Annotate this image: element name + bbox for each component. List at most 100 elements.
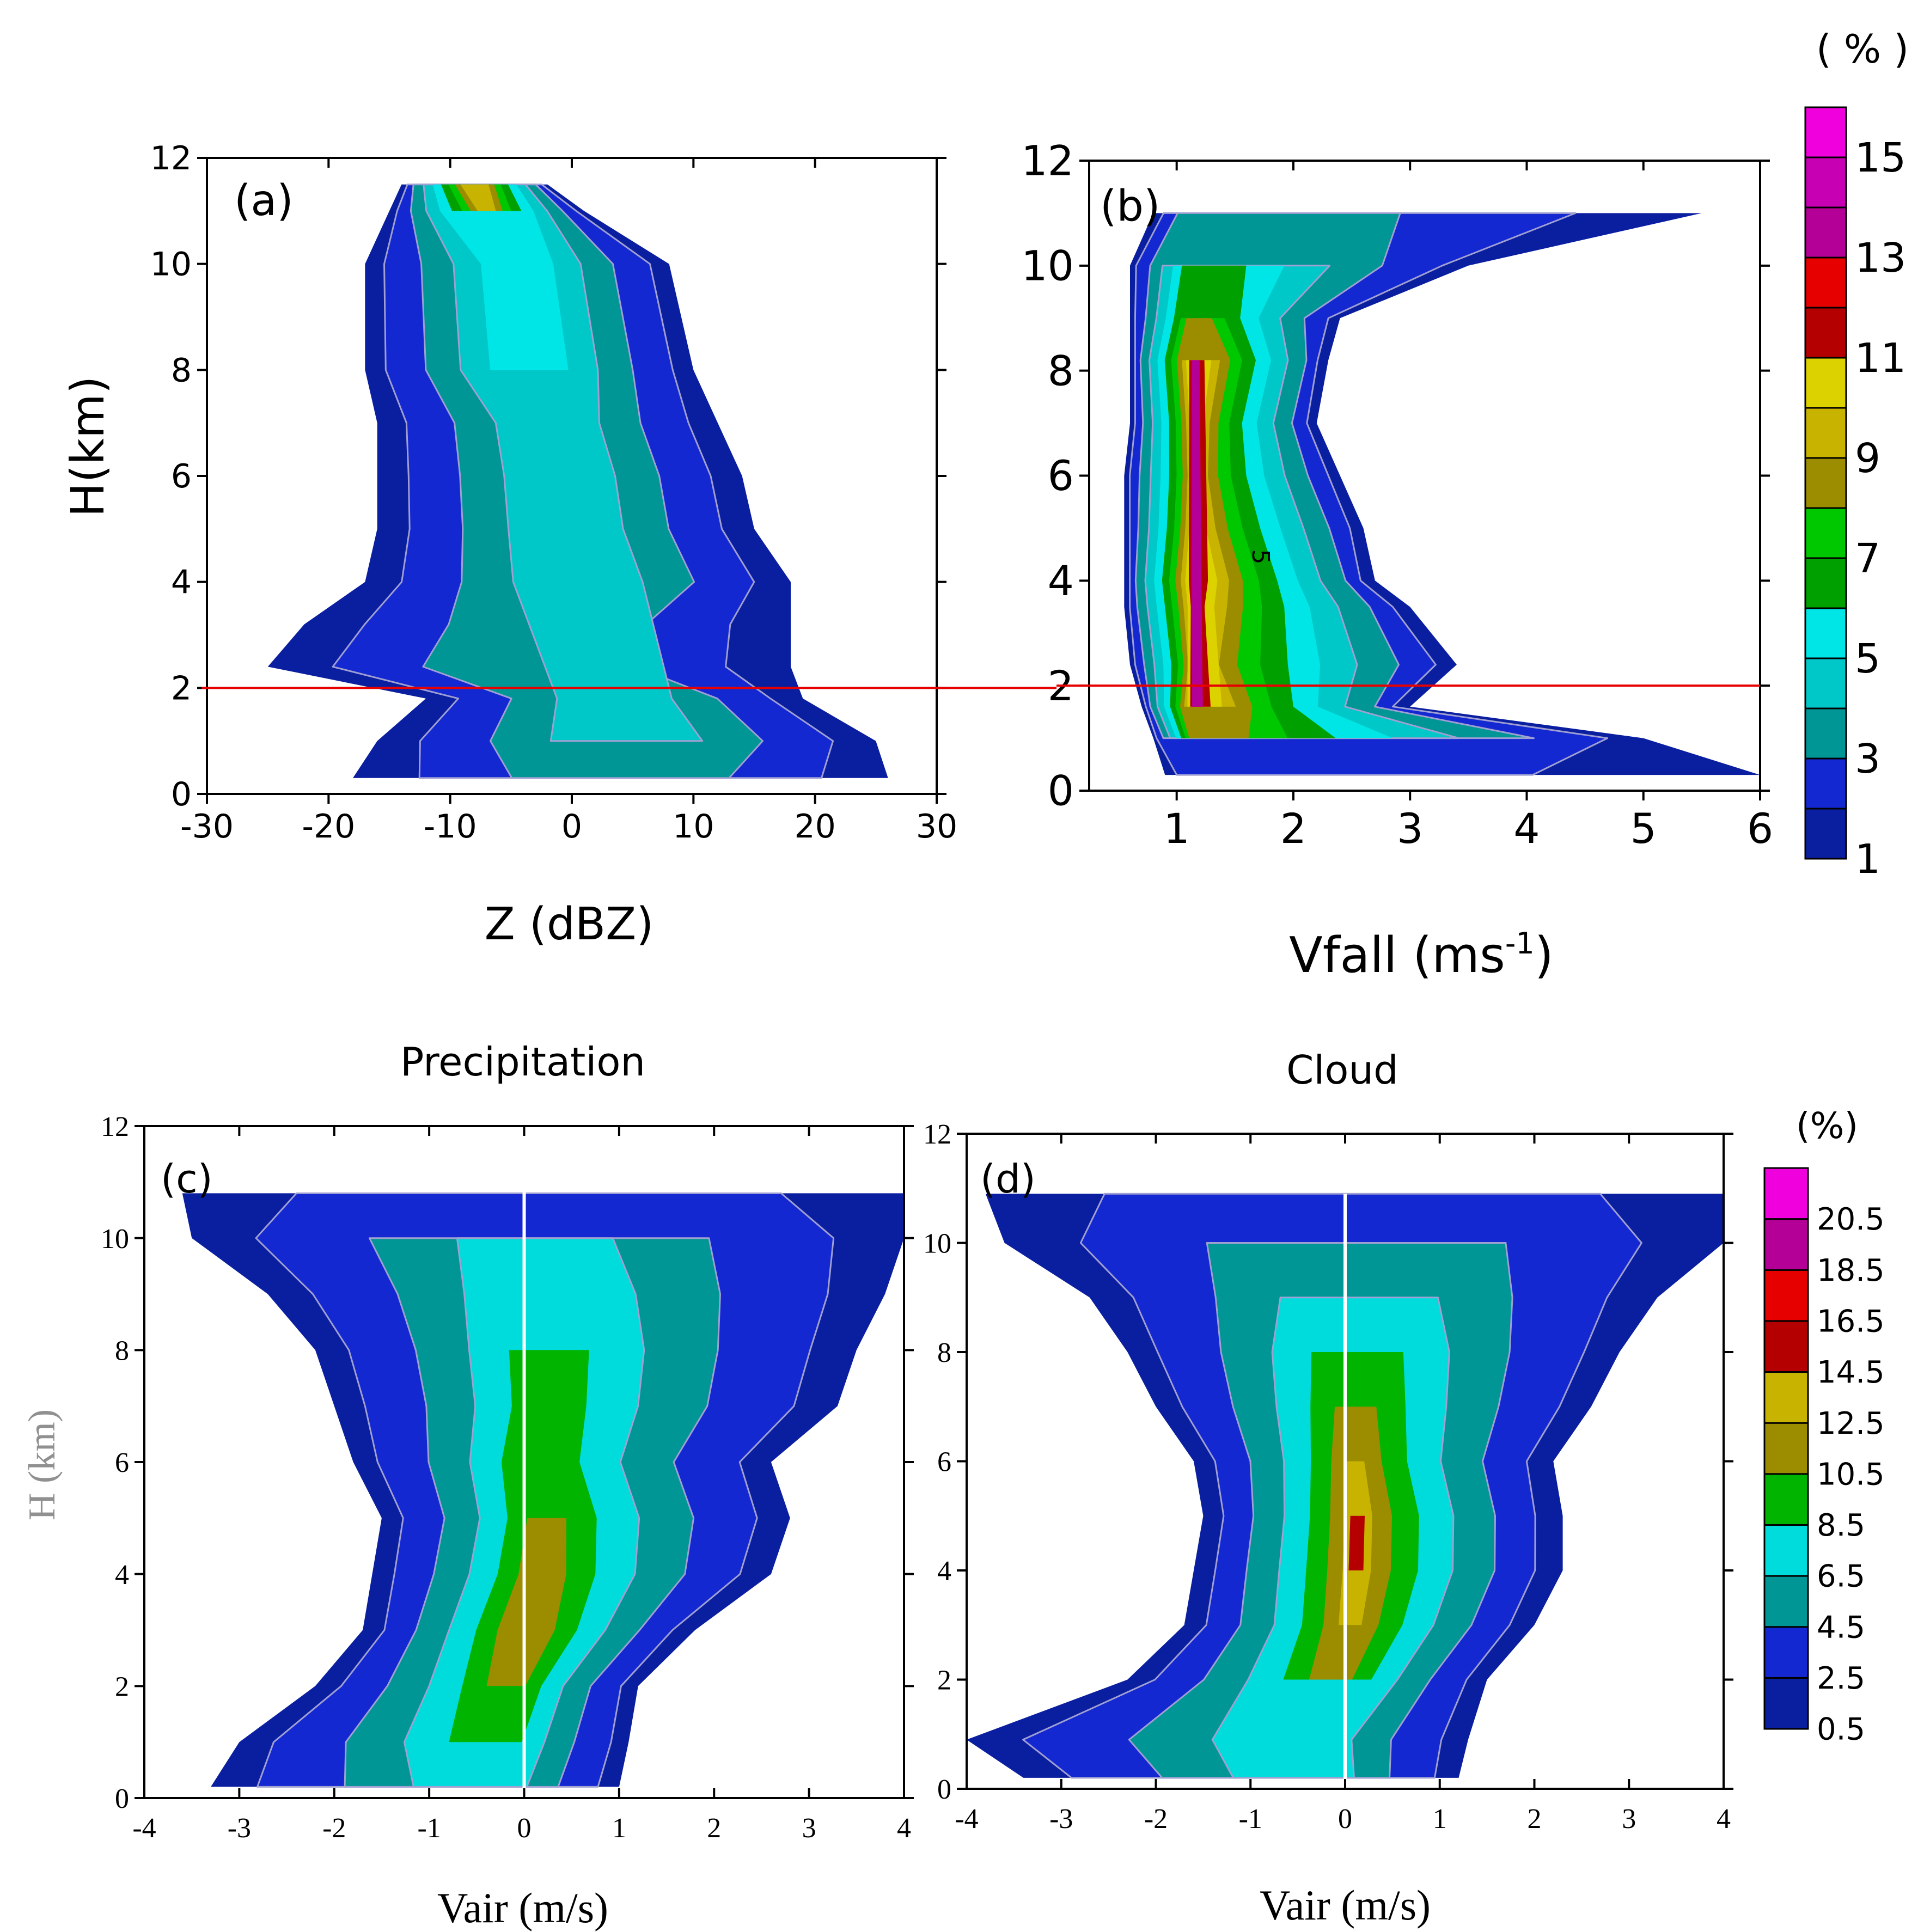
cbar-bottom-tick-label: 16.5 xyxy=(1817,1304,1885,1340)
cbar-bottom-swatch xyxy=(1763,1473,1809,1526)
panel-a-xtick-label: 10 xyxy=(673,808,714,846)
panel-a-ylabel: H(km) xyxy=(61,376,114,517)
panel-c-xtick-label: 3 xyxy=(802,1813,816,1844)
cbar-top-tick-label: 7 xyxy=(1855,535,1880,582)
panel-b-xtick-label: 2 xyxy=(1280,804,1306,853)
panel-d-xtick-label: -1 xyxy=(1239,1803,1262,1835)
cbar-top-swatch xyxy=(1804,106,1847,158)
cbar-bottom-swatch xyxy=(1763,1167,1809,1220)
cbar-top-tick-label: 5 xyxy=(1855,635,1880,682)
cbar-top-swatch xyxy=(1804,557,1847,609)
cbar-bottom-tick-label: 4.5 xyxy=(1817,1610,1865,1645)
cbar-bottom-tick-label: 0.5 xyxy=(1817,1712,1865,1747)
panel-c-ytick-label: 0 xyxy=(115,1783,129,1814)
panel-b-label: (b) xyxy=(1100,182,1160,231)
cbar-bottom-tick-label: 14.5 xyxy=(1817,1355,1885,1390)
cbar-top-swatch xyxy=(1804,808,1847,860)
panel-c-ytick-label: 8 xyxy=(115,1336,129,1367)
panel-d-xtick-label: -4 xyxy=(955,1803,978,1835)
panel-b-xtick-label: 6 xyxy=(1747,804,1773,853)
cbar-top-tick-label: 11 xyxy=(1855,335,1906,382)
panel-b-xtick-label: 5 xyxy=(1630,804,1657,853)
cbar-top-swatch xyxy=(1804,307,1847,359)
panel-a-xtick-label: 0 xyxy=(561,808,582,846)
colorbar-bottom-unit: (%) xyxy=(1796,1105,1858,1147)
panel-d-ytick-label: 2 xyxy=(937,1665,951,1696)
cbar-top-swatch xyxy=(1804,206,1847,259)
panel-a-xlabel: Z (dBZ) xyxy=(485,898,654,950)
cbar-bottom-swatch xyxy=(1763,1677,1809,1730)
panel-c-xlabel: Vair (m/s) xyxy=(437,1884,608,1931)
panel-a-ytick-label: 10 xyxy=(150,246,192,284)
panel-a-frequency-layer-5 xyxy=(432,184,569,370)
cbar-top-swatch xyxy=(1804,657,1847,710)
panel-c-xtick-label: -4 xyxy=(132,1813,156,1844)
panel-a-xtick-label: -20 xyxy=(302,808,355,846)
cbar-bottom-swatch xyxy=(1763,1524,1809,1577)
cbar-bottom-tick-label: 6.5 xyxy=(1817,1559,1865,1594)
cbar-top-swatch xyxy=(1804,407,1847,459)
panel-a-ytick-label: 0 xyxy=(171,775,192,814)
panel-d-title: Cloud xyxy=(1286,1047,1398,1093)
panel-a-ytick-label: 12 xyxy=(150,139,192,178)
panel-a-xtick-label: 20 xyxy=(794,808,835,846)
cbar-bottom-swatch xyxy=(1763,1269,1809,1322)
cbar-top-tick-label: 1 xyxy=(1855,836,1880,883)
cbar-top-swatch xyxy=(1804,156,1847,209)
cbar-bottom-tick-label: 12.5 xyxy=(1817,1406,1885,1441)
panel-d-label: (d) xyxy=(980,1156,1036,1202)
panel-a-label: (a) xyxy=(234,176,294,225)
cbar-top-tick-label: 3 xyxy=(1855,736,1880,782)
panel-d-xtick-label: 4 xyxy=(1717,1803,1731,1835)
panel-b-ytick-label: 0 xyxy=(1048,767,1074,815)
panel-c-label: (c) xyxy=(161,1156,213,1202)
cbar-top-tick-label: 9 xyxy=(1855,435,1880,482)
panel-d-xtick-label: 0 xyxy=(1338,1803,1352,1835)
panel-b-contour-label: 5 xyxy=(1247,549,1274,564)
colorbar-bottom-swatches: 0.5 2.5 4.5 6.5 8.5 10.5 12.5 14.5 16.5 18.5 20.5 xyxy=(1763,1167,1885,1747)
cbar-top-swatch xyxy=(1804,757,1847,810)
panel-c-ytick-label: 6 xyxy=(115,1447,129,1478)
panel-d-xtick-label: 3 xyxy=(1622,1803,1636,1835)
panel-d-frequency-layer-8 xyxy=(1348,1515,1365,1570)
panel-b-ytick-label: 12 xyxy=(1021,137,1074,185)
cbar-top-swatch xyxy=(1804,707,1847,760)
cbar-bottom-tick-label: 8.5 xyxy=(1817,1508,1865,1543)
panel-b-ytick-label: 4 xyxy=(1048,557,1074,605)
panel-c-xtick-label: 2 xyxy=(707,1813,721,1844)
cbar-bottom-swatch xyxy=(1763,1626,1809,1679)
panel-c-ytick-label: 12 xyxy=(101,1111,129,1142)
panel-b-xlabel-close: ) xyxy=(1535,927,1554,984)
panel-c-ylabel: H (km) xyxy=(21,1409,63,1520)
panel-b-xlabel-superscript: -1 xyxy=(1505,926,1535,961)
cbar-bottom-tick-label: 2.5 xyxy=(1817,1661,1865,1696)
panel-d-ytick-label: 12 xyxy=(923,1119,951,1150)
panel-a-plot-area: -30 -20 -10 0 10 20 30 0 2 4 6 8 10 12 xyxy=(150,139,1056,846)
panel-a-ytick-label: 8 xyxy=(171,351,192,389)
cbar-top-swatch xyxy=(1804,256,1847,309)
cbar-top-swatch xyxy=(1804,507,1847,559)
panel-d-xlabel: Vair (m/s) xyxy=(1260,1881,1431,1929)
cbar-bottom-tick-label: 10.5 xyxy=(1817,1457,1885,1492)
panel-c-xtick-label: 1 xyxy=(612,1813,626,1844)
panel-c-ytick-label: 2 xyxy=(115,1672,129,1703)
panel-b-xtick-label: 4 xyxy=(1513,804,1540,853)
panel-d-ytick-label: 4 xyxy=(937,1556,951,1587)
panel-b-xlabel: Vfall (ms-1) xyxy=(1289,926,1554,984)
cbar-bottom-swatch xyxy=(1763,1218,1809,1271)
cbar-bottom-swatch xyxy=(1763,1371,1809,1424)
panel-b-ytick-label: 8 xyxy=(1048,346,1074,395)
panel-b-xtick-label: 1 xyxy=(1164,804,1190,853)
panel-c-xtick-label: -1 xyxy=(417,1813,441,1844)
cbar-bottom-swatch xyxy=(1763,1422,1809,1475)
colorbar-top-unit: ( % ) xyxy=(1816,26,1909,72)
cbar-top-tick-label: 15 xyxy=(1855,134,1906,181)
